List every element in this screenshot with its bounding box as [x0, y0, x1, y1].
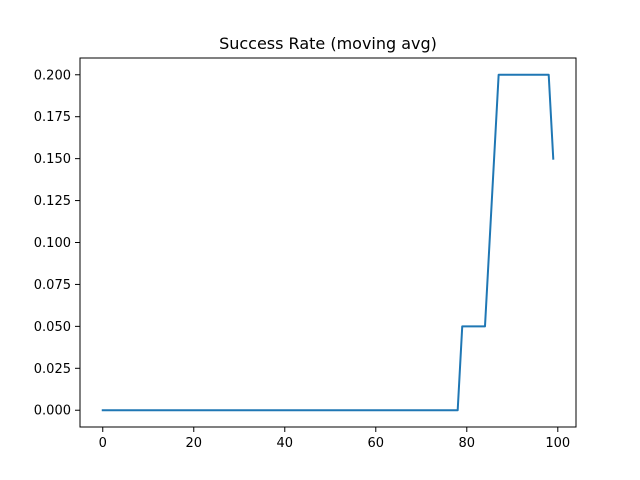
y-tick-label: 0.025	[34, 362, 71, 377]
y-tick-label: 0.075	[34, 278, 71, 293]
x-tick-label: 0	[99, 436, 107, 451]
x-tick-label: 80	[459, 436, 476, 451]
x-tick-label: 60	[368, 436, 385, 451]
y-tick-label: 0.150	[34, 152, 71, 167]
y-tick-label: 0.200	[34, 68, 71, 83]
chart-title: Success Rate (moving avg)	[219, 34, 437, 53]
x-tick-label: 100	[545, 436, 570, 451]
x-tick-label: 40	[276, 436, 293, 451]
y-tick-label: 0.100	[34, 236, 71, 251]
y-tick-label: 0.000	[34, 404, 71, 419]
y-tick-label: 0.125	[34, 194, 71, 209]
y-tick-label: 0.175	[34, 110, 71, 125]
y-tick-label: 0.050	[34, 320, 71, 335]
series-line-0	[101, 73, 555, 412]
x-tick-label: 20	[185, 436, 202, 451]
plot-area: 0 20 40 60 80 100 0.000 0.025 0.050 0.075 0.100 0.1…	[34, 57, 577, 451]
